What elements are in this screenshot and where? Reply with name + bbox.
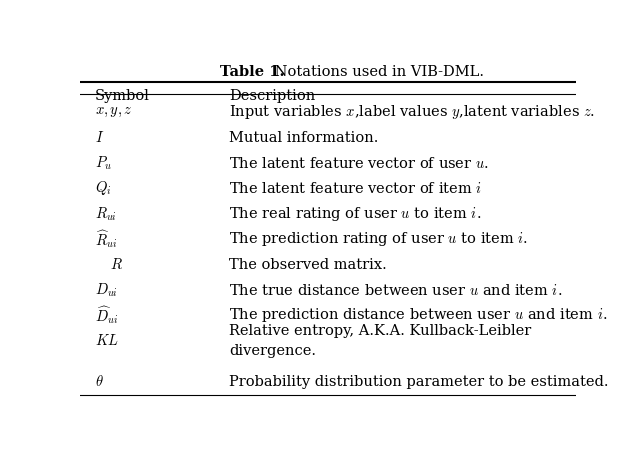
Text: Probability distribution parameter to be estimated.: Probability distribution parameter to be… bbox=[229, 374, 608, 388]
Text: $D_{ui}$: $D_{ui}$ bbox=[95, 281, 118, 298]
Text: $Q_{i}$: $Q_{i}$ bbox=[95, 179, 111, 197]
Text: Input variables $x$,label values $y$,latent variables $z$.: Input variables $x$,label values $y$,lat… bbox=[229, 103, 595, 121]
Text: The prediction distance between user $u$ and item $i$.: The prediction distance between user $u$… bbox=[229, 306, 607, 324]
Text: $KL$: $KL$ bbox=[95, 333, 118, 348]
Text: $\theta$: $\theta$ bbox=[95, 373, 104, 389]
Text: $\widehat{D}_{ui}$: $\widehat{D}_{ui}$ bbox=[95, 304, 118, 326]
Text: The real rating of user $u$ to item $i$.: The real rating of user $u$ to item $i$. bbox=[229, 204, 481, 222]
Text: The true distance between user $u$ and item $i$.: The true distance between user $u$ and i… bbox=[229, 282, 562, 297]
Text: $R_{ui}$: $R_{ui}$ bbox=[95, 205, 116, 222]
Text: $R$: $R$ bbox=[110, 257, 123, 272]
Text: $x,y,z$: $x,y,z$ bbox=[95, 105, 132, 119]
Text: The observed matrix.: The observed matrix. bbox=[229, 257, 387, 271]
Text: Description: Description bbox=[229, 88, 315, 102]
Text: The latent feature vector of item $i$: The latent feature vector of item $i$ bbox=[229, 180, 482, 195]
Text: $I$: $I$ bbox=[95, 130, 104, 145]
Text: Relative entropy, A.K.A. Kullback-Leibler: Relative entropy, A.K.A. Kullback-Leible… bbox=[229, 323, 531, 337]
Text: divergence.: divergence. bbox=[229, 343, 316, 357]
Text: Notations used in VIB-DML.: Notations used in VIB-DML. bbox=[270, 65, 484, 79]
Text: $\widehat{R}_{ui}$: $\widehat{R}_{ui}$ bbox=[95, 228, 118, 249]
Text: Symbol: Symbol bbox=[95, 88, 150, 102]
Text: $P_{u}$: $P_{u}$ bbox=[95, 154, 112, 171]
Text: Table 1.: Table 1. bbox=[220, 65, 285, 79]
Text: The latent feature vector of user $u$.: The latent feature vector of user $u$. bbox=[229, 155, 488, 170]
Text: The prediction rating of user $u$ to item $i$.: The prediction rating of user $u$ to ite… bbox=[229, 230, 528, 248]
Text: Mutual information.: Mutual information. bbox=[229, 130, 378, 144]
